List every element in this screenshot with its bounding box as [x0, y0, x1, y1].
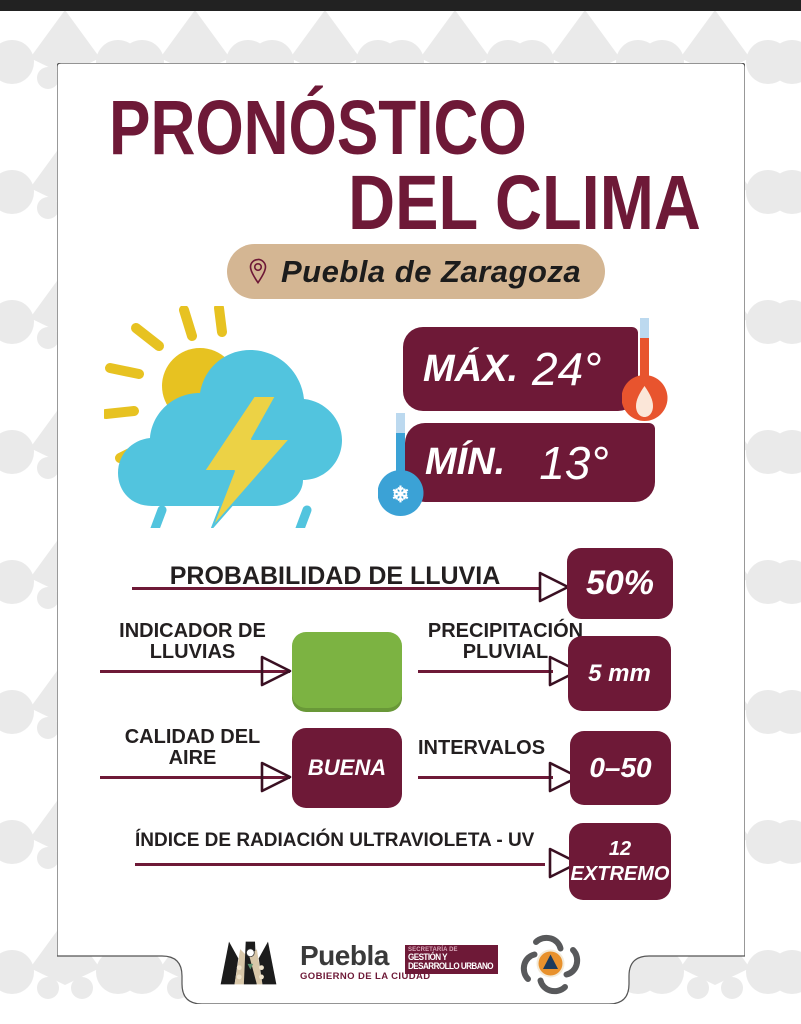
svg-text:❄: ❄ — [391, 482, 409, 507]
